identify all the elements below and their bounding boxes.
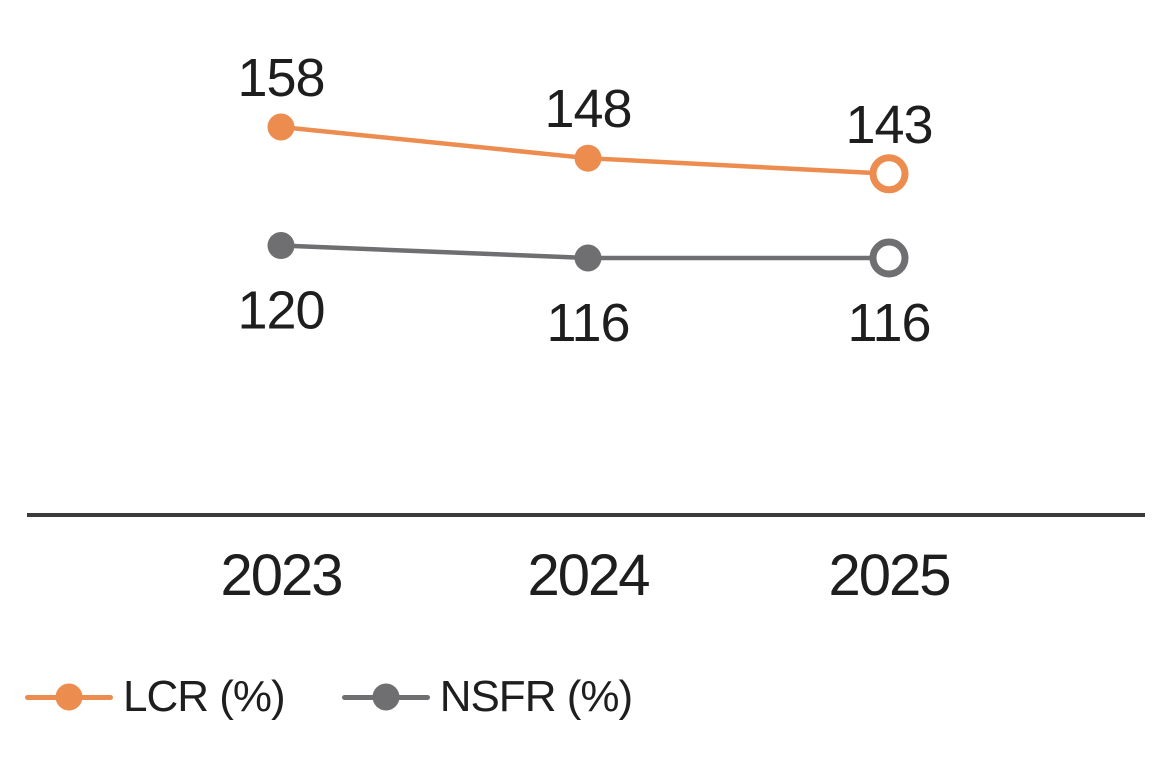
nsfr-value-label-2023: 120 xyxy=(237,281,324,341)
lcr-point-open-2025 xyxy=(869,154,909,194)
x-tick-label-2024: 2024 xyxy=(527,543,649,608)
legend-item-nsfr: NSFR (%) xyxy=(341,672,633,722)
lcr-value-label-2023: 158 xyxy=(237,48,324,108)
nsfr-series-marker-icon xyxy=(341,683,430,711)
nsfr-point-2024 xyxy=(574,244,602,272)
lcr-value-label-2025: 143 xyxy=(845,95,932,155)
legend-label-nsfr: NSFR (%) xyxy=(439,672,633,721)
lcr-series-marker-icon xyxy=(25,683,113,711)
nsfr-value-label-2025: 116 xyxy=(847,293,930,353)
lcr-point-2024 xyxy=(574,144,602,172)
legend-label-lcr: LCR (%) xyxy=(123,672,286,721)
lcr-value-label-2024: 148 xyxy=(544,79,631,139)
x-tick-label-2025: 2025 xyxy=(828,543,949,608)
x-tick-label-2023: 2023 xyxy=(220,543,341,608)
nsfr-series-dot-icon xyxy=(372,683,400,711)
lcr-point-2023 xyxy=(267,113,295,141)
legend-item-lcr: LCR (%) xyxy=(25,672,286,722)
nsfr-point-2023 xyxy=(267,232,295,260)
nsfr-point-open-2025 xyxy=(869,238,909,278)
nsfr-value-label-2024: 116 xyxy=(546,293,629,353)
chart-legend: LCR (%) NSFR (%) xyxy=(25,671,633,723)
lcr-series-dot-icon xyxy=(55,683,83,711)
